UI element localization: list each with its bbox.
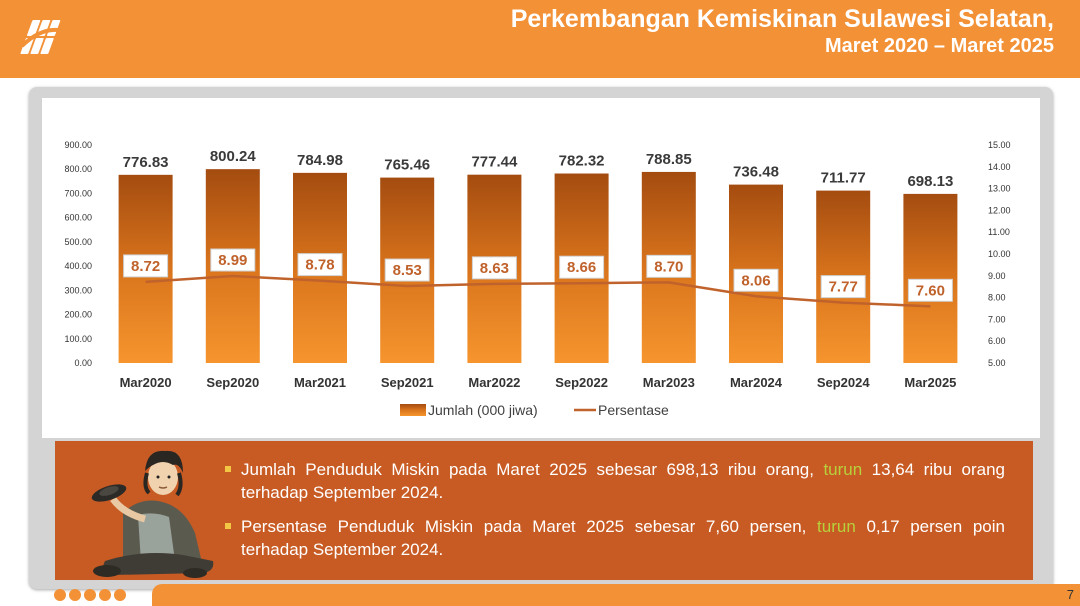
y-left-tick-label: 800.00	[64, 164, 92, 174]
line-value-box	[646, 254, 692, 278]
line-value-box	[123, 254, 169, 278]
line-value-box	[210, 248, 256, 272]
x-tick-label: Mar2025	[904, 375, 956, 390]
line-value-label: 7.60	[916, 282, 945, 299]
line-value-label: 8.70	[654, 258, 683, 275]
bullet1-text: Jumlah Penduduk Miskin pada Maret 2025 s…	[241, 460, 824, 479]
bar-value-label: 765.46	[384, 157, 430, 174]
bps-logo-icon	[20, 20, 69, 54]
x-tick-label: Sep2024	[817, 375, 871, 390]
dot-icon	[54, 589, 66, 601]
line-value-box	[297, 253, 343, 277]
footer-bar	[152, 584, 1080, 606]
y-right-tick-label: 11.00	[988, 227, 1010, 237]
header-bar: Perkembangan Kemiskinan Sulawesi Selatan…	[0, 0, 1080, 78]
x-tick-label: Mar2023	[643, 375, 695, 390]
bar-value-label: 698.13	[907, 173, 953, 190]
line-value-label: 8.99	[218, 252, 247, 269]
legend-bar-swatch	[400, 404, 426, 416]
title-line2: Maret 2020 – Maret 2025	[824, 35, 1054, 57]
bar-value-label: 788.85	[646, 151, 692, 168]
line-value-label: 8.53	[393, 262, 422, 279]
y-right-tick-label: 8.00	[988, 293, 1006, 303]
line-value-label: 7.77	[829, 279, 858, 296]
y-right-tick-label: 7.00	[988, 314, 1006, 324]
line-value-box	[907, 278, 953, 302]
summary-box: Jumlah Penduduk Miskin pada Maret 2025 s…	[55, 441, 1033, 580]
poverty-chart: 0.00 100.00 200.00 300.00 400.00 500.00 600.00…	[64, 140, 1011, 418]
line-value-box	[733, 268, 779, 292]
line-value-label: 8.06	[741, 272, 770, 289]
bar-value-label: 736.48	[733, 164, 779, 181]
line-value-box	[559, 255, 605, 279]
line-value-label: 8.63	[480, 260, 509, 277]
page-number: 7	[1066, 587, 1074, 602]
x-tick-label: Sep2020	[206, 375, 259, 390]
y-left-tick-label: 700.00	[64, 188, 92, 198]
line-value-box	[471, 256, 517, 280]
line-value-label: 8.66	[567, 259, 596, 276]
dot-icon	[99, 589, 111, 601]
legend-line-label: Persentase	[598, 402, 669, 418]
bar-value-label: 711.77	[821, 170, 866, 187]
y-right-tick-label: 10.00	[988, 249, 1011, 259]
y-left-tick-label: 400.00	[64, 261, 92, 271]
bar-value-label: 777.44	[471, 154, 518, 171]
y-left-tick-label: 900.00	[64, 140, 92, 150]
bullet2-text-end: 0,17 persen poin terhadap September 2024…	[241, 517, 1005, 559]
dot-icon	[69, 589, 81, 601]
bar-value-label: 782.32	[559, 153, 605, 170]
x-tick-label: Mar2024	[730, 375, 783, 390]
dot-icon	[114, 589, 126, 601]
bar	[903, 193, 958, 363]
y-right-tick-label: 13.00	[988, 184, 1011, 194]
line-value-box	[384, 258, 430, 282]
bullet1-text-end: 13,64 ribu orang terhadap September 2024…	[241, 460, 1005, 502]
persentase-line	[145, 274, 931, 308]
chart-area: 0.00 100.00 200.00 300.00 400.00 500.00 600.00…	[42, 98, 1040, 438]
x-tick-label: Mar2021	[294, 375, 346, 390]
line-value-label: 8.72	[131, 258, 160, 275]
bar-value-label: 800.24	[210, 148, 257, 165]
bullet2-highlight: turun	[817, 517, 856, 536]
y-right-tick-label: 15.00	[988, 140, 1011, 150]
x-tick-label: Sep2021	[381, 375, 434, 390]
y-right-tick-label: 9.00	[988, 271, 1006, 281]
bullet2-text: Persentase Penduduk Miskin pada Maret 20…	[241, 517, 818, 536]
bullet-marker	[225, 466, 231, 472]
line-value-label: 8.78	[305, 257, 334, 274]
y-right-tick-label: 14.00	[988, 162, 1011, 172]
y-left-tick-label: 600.00	[64, 213, 92, 223]
legend-bar-label: Jumlah (000 jiwa)	[428, 402, 538, 418]
decorative-dots	[54, 588, 129, 606]
bullet1-highlight: turun	[823, 460, 863, 479]
y-left-tick-label: 300.00	[64, 285, 92, 295]
y-right-tick-label: 6.00	[988, 336, 1006, 346]
title-line1: Perkembangan Kemiskinan Sulawesi Selatan…	[510, 5, 1054, 33]
line-value-box	[820, 275, 866, 299]
y-left-tick-label: 100.00	[64, 334, 92, 344]
dot-icon	[84, 589, 96, 601]
x-tick-label: Mar2020	[120, 375, 172, 390]
summary-bullet-1: Jumlah Penduduk Miskin pada Maret 2025 s…	[225, 458, 1005, 504]
bar-value-label: 776.83	[123, 154, 169, 171]
y-right-tick-label: 12.00	[988, 205, 1011, 215]
y-right-tick-label: 5.00	[988, 358, 1006, 368]
beggar-illustration-icon	[91, 450, 214, 578]
x-tick-label: Mar2022	[468, 375, 520, 390]
y-left-tick-label: 0.00	[74, 358, 92, 368]
summary-bullet-2: Persentase Penduduk Miskin pada Maret 20…	[225, 515, 1005, 561]
bullet-marker	[225, 523, 231, 529]
y-left-tick-label: 200.00	[64, 310, 92, 320]
page-title: Perkembangan Kemiskinan Sulawesi Selatan…	[511, 4, 1054, 58]
y-left-tick-label: 500.00	[64, 237, 92, 247]
bar-value-label: 784.98	[297, 152, 343, 169]
x-tick-label: Sep2022	[555, 375, 608, 390]
